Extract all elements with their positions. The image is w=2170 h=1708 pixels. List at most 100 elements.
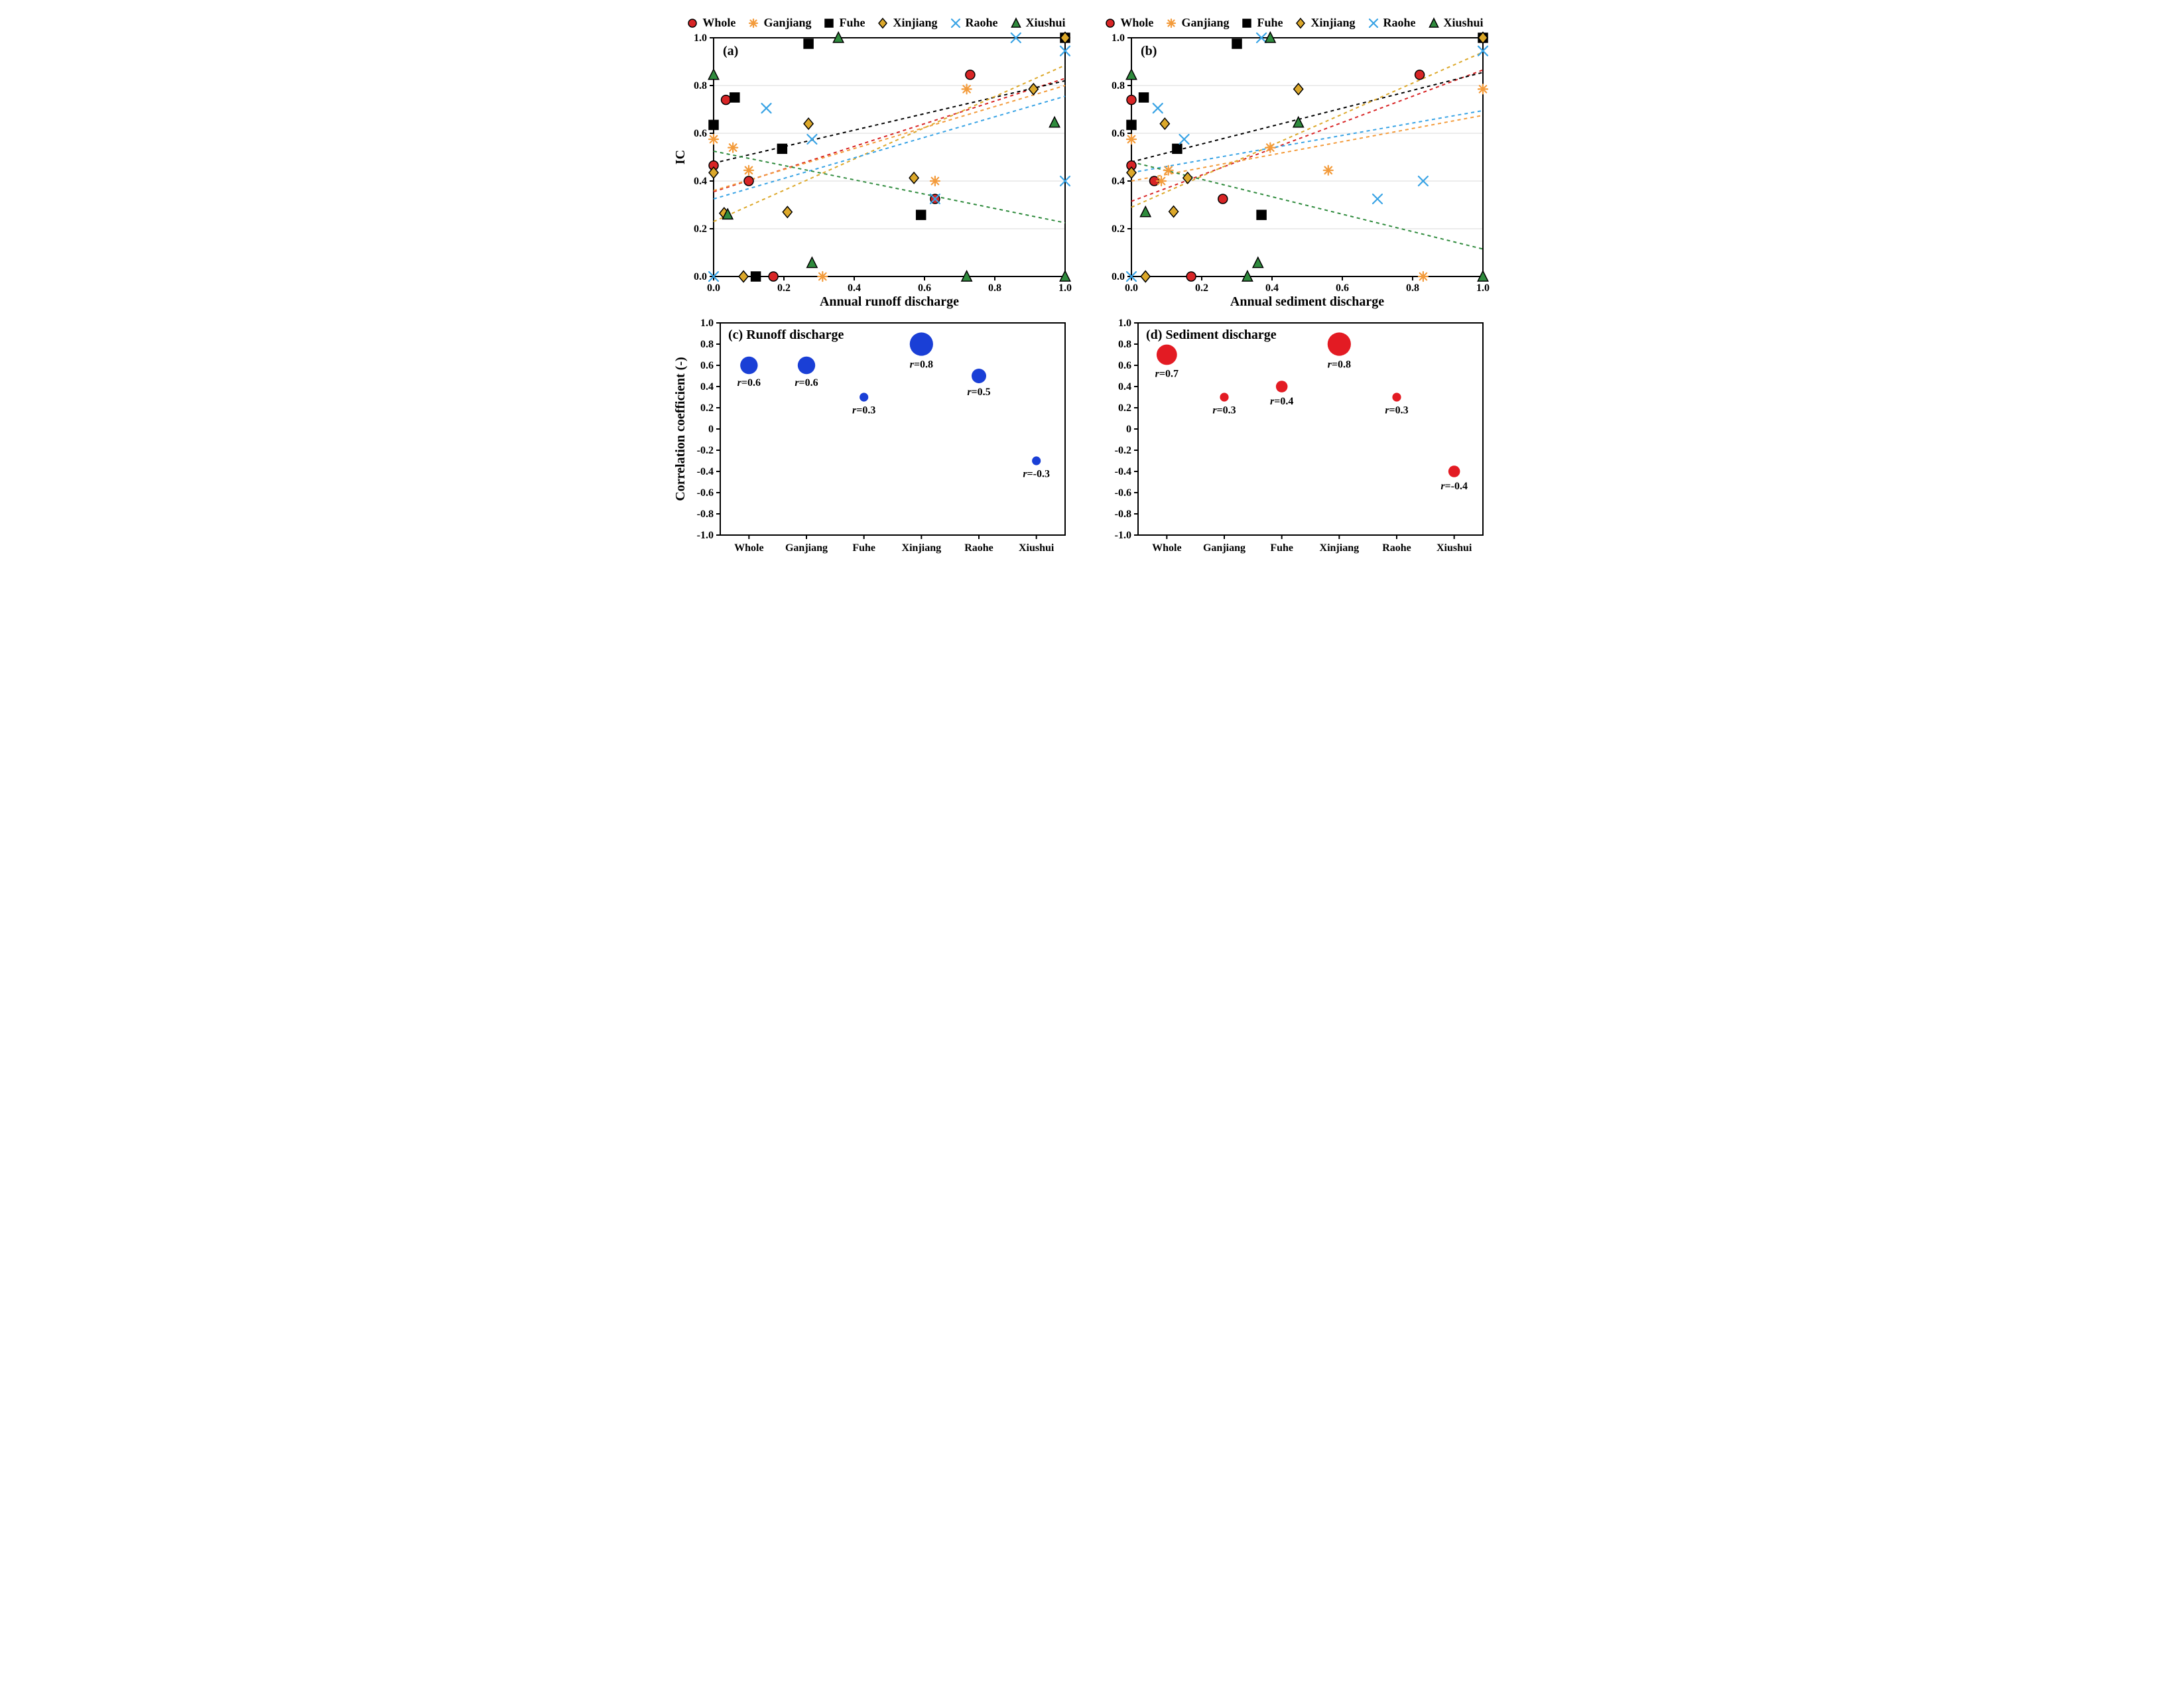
ytick-label: 0.4 xyxy=(1118,381,1131,393)
ytick-label: -0.6 xyxy=(697,487,714,499)
category-label: Ganjiang xyxy=(1203,542,1245,554)
xtick-label: 1.0 xyxy=(1476,282,1490,294)
chart-a: 0.00.20.40.60.81.00.00.20.40.60.81.0 xyxy=(674,31,1072,310)
legend-label: Raohe xyxy=(966,16,998,30)
r-label: r=0.3 xyxy=(1385,405,1408,416)
ytick-label: -0.4 xyxy=(1115,466,1131,477)
x-axis-label: Annual sediment discharge xyxy=(1230,294,1384,309)
ytick-label: 0.8 xyxy=(1118,339,1131,350)
legend-label: Xinjiang xyxy=(893,16,937,30)
category-label: Xiushui xyxy=(1436,542,1472,554)
trendline-xinjiang xyxy=(714,65,1065,221)
xtick-label: 0.4 xyxy=(1265,282,1279,294)
row-bottom: -1.0-0.8-0.6-0.4-0.200.20.40.60.81.0Whol… xyxy=(674,316,1496,562)
xtick-label: 0.0 xyxy=(707,282,720,294)
ytick-label: 0.6 xyxy=(694,128,707,139)
trendline-xinjiang xyxy=(1131,52,1483,208)
category-label: Xiushui xyxy=(1019,542,1054,554)
trendline-fuhe xyxy=(714,81,1065,163)
ytick-label: 1.0 xyxy=(1118,318,1131,329)
ytick-label: -1.0 xyxy=(1115,530,1131,541)
legend-item-xiushui: Xiushui xyxy=(1428,16,1484,30)
legend-label: Xiushui xyxy=(1444,16,1484,30)
legend-item-xiushui: Xiushui xyxy=(1010,16,1066,30)
r-label: r=0.6 xyxy=(795,377,818,389)
ytick-label: 0.2 xyxy=(694,223,707,235)
panel-d: -1.0-0.8-0.6-0.4-0.200.20.40.60.81.0Whol… xyxy=(1092,316,1496,562)
bubble-xiushui xyxy=(1032,456,1041,465)
ytick-label: 0.8 xyxy=(694,80,707,91)
legend-b: Whole GanjiangFuheXinjiang RaoheXiushui xyxy=(1092,13,1496,31)
category-label: Xinjiang xyxy=(902,542,942,554)
bubble-ganjiang xyxy=(1220,393,1228,401)
trendline-raohe xyxy=(1131,111,1483,173)
legend-label: Xinjiang xyxy=(1310,16,1355,30)
legend-item-whole: Whole xyxy=(1104,16,1153,30)
ytick-label: 0.4 xyxy=(1112,176,1125,187)
panel-label: (d) Sediment discharge xyxy=(1146,328,1277,342)
bubble-whole xyxy=(1157,345,1177,365)
r-label: r=-0.4 xyxy=(1440,481,1468,492)
xtick-label: 0.6 xyxy=(1336,282,1349,294)
xtick-label: 0.8 xyxy=(988,282,1001,294)
figure-grid: Whole GanjiangFuheXinjiang RaoheXiushui … xyxy=(674,13,1496,562)
legend-item-fuhe: Fuhe xyxy=(1241,16,1283,30)
xtick-label: 0.2 xyxy=(1195,282,1208,294)
legend-label: Fuhe xyxy=(839,16,865,30)
ytick-label: 0.8 xyxy=(1112,80,1125,91)
ytick-label: 0.2 xyxy=(1118,402,1131,414)
x-axis-label: Annual runoff discharge xyxy=(820,294,959,309)
r-label: r=-0.3 xyxy=(1023,469,1050,480)
panel-label: (a) xyxy=(723,44,738,58)
bubble-raohe xyxy=(1392,393,1401,401)
xtick-label: 0.6 xyxy=(918,282,931,294)
bubble-whole xyxy=(740,357,757,374)
ytick-label: 0.2 xyxy=(700,402,714,414)
ytick-label: -0.8 xyxy=(1115,509,1131,520)
bubble-xinjiang xyxy=(1328,332,1351,355)
legend-item-whole: Whole xyxy=(686,16,735,30)
category-label: Xinjiang xyxy=(1320,542,1360,554)
r-label: r=0.3 xyxy=(852,405,875,416)
category-label: Whole xyxy=(734,542,763,554)
panel-a: Whole GanjiangFuheXinjiang RaoheXiushui … xyxy=(674,13,1078,310)
ytick-label: 1.0 xyxy=(694,32,707,44)
category-label: Fuhe xyxy=(852,542,875,554)
legend-label: Whole xyxy=(1120,16,1153,30)
category-label: Raohe xyxy=(964,542,993,554)
ytick-label: -0.4 xyxy=(697,466,714,477)
legend-item-raohe: Raohe xyxy=(1368,16,1416,30)
ytick-label: 0.4 xyxy=(700,381,714,393)
trendline-xiushui xyxy=(1131,162,1483,249)
ytick-label: 1.0 xyxy=(700,318,714,329)
ytick-label: 0.6 xyxy=(1112,128,1125,139)
ytick-label: 1.0 xyxy=(1112,32,1125,44)
xtick-label: 0.4 xyxy=(848,282,861,294)
bubble-ganjiang xyxy=(798,357,815,374)
r-label: r=0.3 xyxy=(1212,405,1236,416)
category-label: Ganjiang xyxy=(785,542,828,554)
legend-item-xinjiang: Xinjiang xyxy=(877,16,937,30)
legend-item-fuhe: Fuhe xyxy=(823,16,865,30)
ytick-label: 0 xyxy=(708,424,714,435)
y-axis-label: Correlation coefficient (-) xyxy=(674,357,688,501)
ytick-label: -0.2 xyxy=(697,445,714,456)
ytick-label: -0.2 xyxy=(1115,445,1131,456)
bubble-xiushui xyxy=(1448,465,1460,477)
xtick-label: 0.8 xyxy=(1406,282,1419,294)
panel-b: Whole GanjiangFuheXinjiang RaoheXiushui … xyxy=(1092,13,1496,310)
r-label: r=0.8 xyxy=(910,359,933,371)
ytick-label: -0.6 xyxy=(1115,487,1131,499)
ytick-label: 0 xyxy=(1126,424,1131,435)
ytick-label: -1.0 xyxy=(697,530,714,541)
trendline-xiushui xyxy=(714,151,1065,223)
panel-label: (b) xyxy=(1141,44,1157,58)
ytick-label: 0.0 xyxy=(694,271,707,282)
r-label: r=0.8 xyxy=(1328,359,1351,371)
y-axis-label: IC xyxy=(674,150,688,164)
ytick-label: 0.4 xyxy=(694,176,707,187)
bubble-raohe xyxy=(972,369,986,383)
ytick-label: -0.8 xyxy=(697,509,714,520)
r-label: r=0.5 xyxy=(967,387,990,398)
bubble-xinjiang xyxy=(910,332,933,355)
